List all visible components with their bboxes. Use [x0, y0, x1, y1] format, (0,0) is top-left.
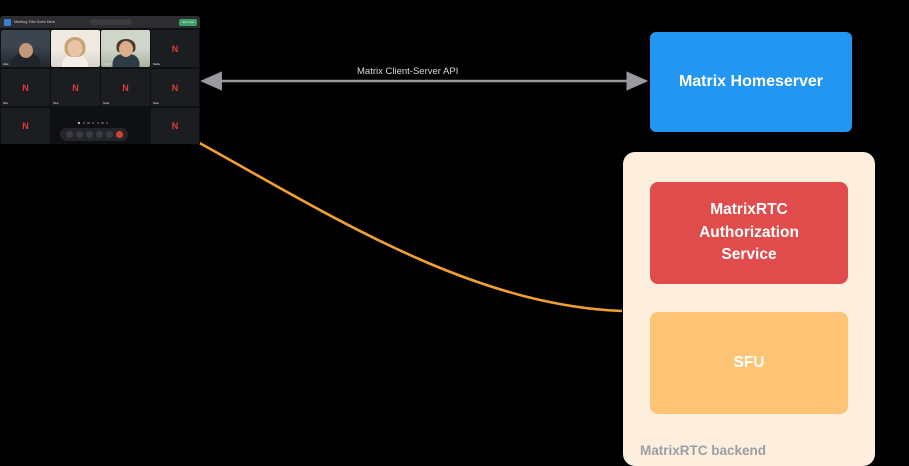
auth-service-label-line1: MatrixRTC: [710, 201, 788, 219]
video-call-app-window[interactable]: Meeting Title Goes Here Join now Alice B…: [0, 16, 200, 144]
call-toolbar[interactable]: [60, 128, 128, 141]
share-screen-icon[interactable]: [85, 131, 93, 138]
hangup-icon[interactable]: [115, 131, 123, 138]
avatar-initial: N: [22, 82, 29, 93]
page-dot[interactable]: [96, 122, 99, 125]
avatar-tile[interactable]: N Nina: [51, 69, 100, 106]
avatar-tile[interactable]: N: [1, 108, 50, 144]
avatar-tile[interactable]: N: [151, 108, 199, 144]
avatar-initial: N: [171, 82, 179, 93]
participant-body: [61, 55, 88, 67]
more-icon[interactable]: [105, 131, 113, 138]
reaction-icon[interactable]: [95, 131, 103, 138]
participant-name: Nina: [53, 102, 59, 105]
node-matrixrtc-backend-label: MatrixRTC backend: [640, 443, 767, 458]
participant-name: Carlos: [103, 63, 111, 66]
node-matrix-homeserver-label: Matrix Homeserver: [678, 73, 824, 90]
avatar-initial: N: [171, 43, 179, 54]
avatar-tile[interactable]: N Nico: [1, 69, 50, 106]
participant-head: [18, 42, 33, 58]
participant-name: Nadia: [153, 63, 160, 66]
app-icon: [4, 18, 11, 26]
node-sfu-label: SFU: [733, 354, 765, 371]
node-matrix-homeserver[interactable]: Matrix Homeserver: [650, 32, 852, 132]
avatar-initial: N: [22, 121, 29, 131]
participant-head: [67, 39, 83, 57]
avatar-initial: N: [72, 82, 79, 93]
connector-client-server-label: Matrix Client-Server API: [357, 66, 459, 77]
avatar-initial: N: [171, 121, 179, 131]
node-sfu[interactable]: SFU: [650, 312, 848, 414]
address-bar[interactable]: [90, 19, 132, 25]
page-dot[interactable]: [106, 122, 109, 125]
avatar-initial: N: [122, 82, 129, 93]
auth-service-label-line2: Authorization: [699, 223, 799, 241]
page-dot[interactable]: [92, 122, 95, 125]
node-matrixrtc-authorization-service[interactable]: MatrixRTC Authorization Service: [650, 182, 848, 284]
participant-name: Brenda: [53, 63, 62, 66]
video-tile[interactable]: Carlos: [101, 30, 150, 67]
connector-rtc-link: [195, 139, 623, 313]
microphone-icon[interactable]: [65, 131, 73, 138]
app-title: Meeting Title Goes Here: [14, 20, 56, 24]
page-dot[interactable]: [87, 122, 90, 125]
participant-body: [112, 54, 140, 67]
page-indicator[interactable]: [78, 122, 109, 125]
page-dot[interactable]: [78, 122, 81, 125]
video-tile[interactable]: Brenda: [51, 30, 100, 67]
page-dot[interactable]: [101, 122, 104, 125]
avatar-tile[interactable]: N Nora: [151, 69, 199, 106]
participant-body: [10, 54, 41, 67]
avatar-tile[interactable]: N Nadia: [151, 30, 199, 67]
participant-name: Nora: [153, 102, 159, 105]
video-tile[interactable]: Alice: [1, 30, 50, 67]
app-titlebar: Meeting Title Goes Here Join now: [0, 16, 200, 28]
camera-icon[interactable]: [75, 131, 83, 138]
join-now-button[interactable]: Join now: [179, 18, 197, 26]
video-grid: Alice Brenda Carlos N Nadia N N: [0, 28, 200, 144]
page-dot[interactable]: [82, 122, 85, 125]
participant-head: [119, 41, 134, 58]
participant-name: Noah: [103, 102, 110, 105]
auth-service-label-line3: Service: [721, 246, 777, 264]
participant-name: Alice: [3, 63, 9, 66]
participant-name: Nico: [3, 102, 9, 105]
avatar-tile[interactable]: N Noah: [101, 69, 150, 106]
